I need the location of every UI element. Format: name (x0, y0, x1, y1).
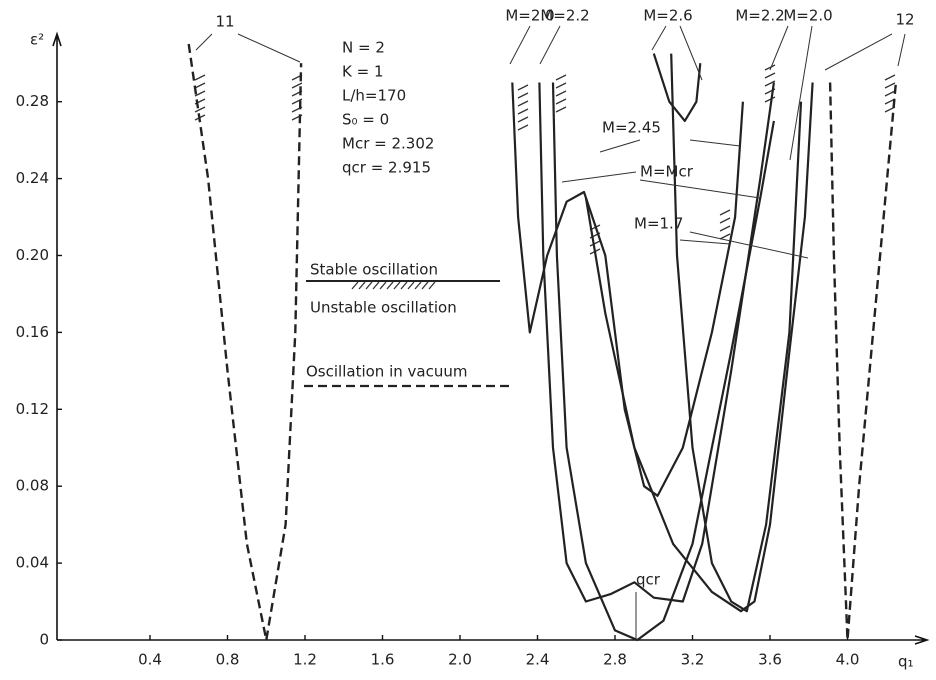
annotation: qcr (636, 571, 661, 589)
curve (584, 82, 814, 613)
y-axis (52, 31, 62, 640)
curve (187, 43, 303, 642)
x-tick-label: 0.4 (138, 651, 162, 669)
annotation: M=2.2 (735, 7, 784, 25)
curve-label: M=2.6 (643, 7, 692, 25)
x-tick-label: 0.8 (216, 651, 240, 669)
parameter: N = 2 (342, 39, 385, 57)
x-tick-label: 3.2 (681, 651, 705, 669)
x-tick-label: 2.4 (526, 651, 550, 669)
y-tick-label: 0.08 (16, 477, 49, 495)
y-tick-label: 0.20 (16, 246, 49, 264)
hatching (194, 64, 896, 255)
leader-line (599, 139, 741, 153)
leader-line (539, 25, 561, 65)
legend-hatch (407, 281, 415, 290)
legend-hatch (372, 281, 380, 290)
curve (538, 82, 775, 603)
curve-label: M=1.7 (634, 215, 683, 233)
x-tick-label: 3.6 (758, 651, 782, 669)
curve (670, 53, 803, 613)
x-axis (57, 635, 930, 645)
curve-label: M=2.2 (540, 7, 589, 25)
curve-label: 12 (895, 11, 914, 29)
curve-label: M=Mcr (640, 163, 694, 181)
y-axis-label: ε² (30, 31, 44, 49)
legend-hatch (428, 281, 436, 290)
y-tick-label: 0.28 (16, 92, 49, 110)
curve-label: 11 (215, 13, 234, 31)
legend-hatch (393, 281, 401, 290)
x-tick-label: 2.8 (603, 651, 627, 669)
leader-line (824, 33, 906, 71)
legend-hatch (358, 281, 366, 290)
leader-line (651, 25, 703, 81)
parameter: S₀ = 0 (342, 111, 389, 129)
legend-label: Stable oscillation (310, 261, 438, 279)
curve (652, 53, 702, 122)
curve-label: M=2.0 (505, 7, 554, 25)
leader-line (195, 33, 301, 63)
legend-hatch (365, 281, 373, 290)
curve-label: M=2.45 (602, 119, 661, 137)
x-tick-label: 4.0 (836, 651, 860, 669)
leader-line (789, 25, 813, 161)
legend-hatch (386, 281, 394, 290)
leader-line (561, 171, 761, 199)
y-tick-label: 0.16 (16, 323, 49, 341)
y-tick-label: 0.12 (16, 400, 49, 418)
legend-hatch (400, 281, 408, 290)
y-tick-label: 0.24 (16, 169, 49, 187)
curve (511, 82, 744, 497)
legend-hatch (414, 281, 422, 290)
y-tick-label: 0.04 (16, 554, 49, 572)
x-tick-label: 2.0 (448, 651, 472, 669)
x-axis-label: q₁ (898, 653, 914, 671)
legend-hatch (421, 281, 429, 290)
parameter: Mcr = 2.302 (342, 135, 434, 153)
parameter: qcr = 2.915 (342, 159, 431, 177)
curve (828, 82, 898, 642)
legend-hatch (351, 281, 359, 290)
parameter: L/h=170 (342, 87, 406, 105)
legend-hatch (379, 281, 387, 290)
x-tick-label: 1.2 (293, 651, 317, 669)
x-tick-label: 1.6 (371, 651, 395, 669)
legend-label: Unstable oscillation (310, 299, 457, 317)
curve (551, 82, 775, 642)
parameter: K = 1 (342, 63, 383, 81)
legend-label: Oscillation in vacuum (306, 363, 467, 381)
y-tick-label: 0 (39, 631, 49, 649)
leader-line (509, 25, 531, 65)
annotation: M=2.0 (783, 7, 832, 25)
leader-line (679, 231, 809, 259)
leader-line (769, 25, 789, 71)
